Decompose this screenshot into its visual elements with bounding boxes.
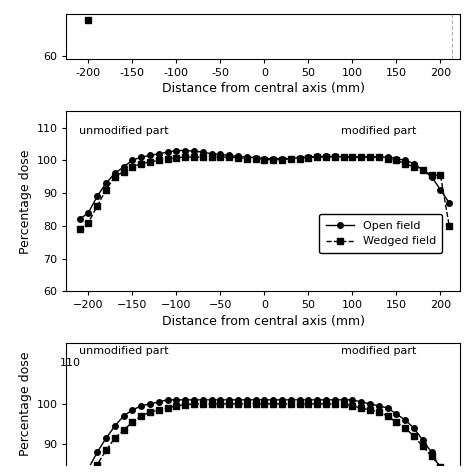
Wedged field xyxy=(323,154,329,160)
Text: unmodified part: unmodified part xyxy=(79,126,168,136)
Open field xyxy=(85,210,91,216)
Wedged field xyxy=(129,164,135,170)
Open field xyxy=(349,154,355,160)
Line: Wedged field: Wedged field xyxy=(77,154,452,232)
Wedged field xyxy=(156,157,162,163)
Line: Open field: Open field xyxy=(77,148,452,222)
Wedged field xyxy=(297,156,302,162)
Open field xyxy=(138,154,144,160)
Open field xyxy=(323,154,329,159)
Open field xyxy=(262,156,267,162)
X-axis label: Distance from central axis (mm): Distance from central axis (mm) xyxy=(162,315,365,328)
Wedged field xyxy=(77,226,82,232)
Wedged field xyxy=(358,154,364,160)
Open field xyxy=(103,181,109,186)
Open field xyxy=(94,193,100,199)
Wedged field xyxy=(121,169,127,174)
Open field xyxy=(165,149,171,155)
Open field xyxy=(182,148,188,154)
Open field xyxy=(121,164,127,170)
Open field xyxy=(270,156,276,162)
Open field xyxy=(402,157,408,163)
Text: 110: 110 xyxy=(60,358,81,368)
Text: modified part: modified part xyxy=(341,346,417,356)
Open field xyxy=(253,155,258,161)
Wedged field xyxy=(94,203,100,209)
Wedged field xyxy=(227,154,232,160)
Open field xyxy=(306,154,311,160)
Wedged field xyxy=(253,156,258,162)
Open field xyxy=(77,217,82,222)
Open field xyxy=(288,156,293,162)
Open field xyxy=(209,151,214,156)
Wedged field xyxy=(191,154,197,160)
Open field xyxy=(227,153,232,158)
Wedged field xyxy=(411,164,417,170)
Wedged field xyxy=(218,154,223,160)
Open field xyxy=(420,167,426,173)
Text: modified part: modified part xyxy=(341,126,417,136)
Wedged field xyxy=(279,157,285,163)
Open field xyxy=(358,154,364,160)
Wedged field xyxy=(270,157,276,163)
Open field xyxy=(156,151,162,156)
Wedged field xyxy=(332,154,337,160)
Open field xyxy=(173,148,179,154)
Wedged field xyxy=(200,154,206,160)
Open field xyxy=(385,154,391,160)
Open field xyxy=(429,174,435,180)
Open field xyxy=(341,154,346,160)
Legend: Open field, Wedged field: Open field, Wedged field xyxy=(319,214,442,253)
Wedged field xyxy=(447,223,452,228)
Wedged field xyxy=(112,174,118,180)
Wedged field xyxy=(138,161,144,166)
Wedged field xyxy=(244,156,250,162)
Open field xyxy=(112,171,118,176)
Wedged field xyxy=(262,157,267,163)
Wedged field xyxy=(147,159,153,165)
Wedged field xyxy=(103,187,109,192)
Open field xyxy=(244,154,250,160)
Wedged field xyxy=(209,154,214,160)
Wedged field xyxy=(429,172,435,178)
Wedged field xyxy=(173,155,179,161)
Open field xyxy=(332,154,337,159)
Open field xyxy=(297,155,302,161)
Open field xyxy=(235,154,241,159)
Wedged field xyxy=(349,154,355,160)
Wedged field xyxy=(367,154,373,160)
Wedged field xyxy=(376,154,382,160)
Open field xyxy=(200,149,206,155)
Open field xyxy=(447,200,452,206)
Open field xyxy=(376,154,382,160)
Open field xyxy=(147,153,153,158)
Wedged field xyxy=(235,155,241,161)
Open field xyxy=(279,156,285,162)
Wedged field xyxy=(420,167,426,173)
Open field xyxy=(438,187,443,192)
Wedged field xyxy=(341,154,346,160)
Open field xyxy=(129,157,135,163)
Wedged field xyxy=(85,220,91,226)
Wedged field xyxy=(314,154,320,160)
Open field xyxy=(191,148,197,154)
Y-axis label: Percentage dose: Percentage dose xyxy=(19,149,32,254)
Wedged field xyxy=(288,156,293,162)
Wedged field xyxy=(182,154,188,160)
Open field xyxy=(367,154,373,160)
Open field xyxy=(314,154,320,159)
Open field xyxy=(393,156,399,162)
Open field xyxy=(218,152,223,157)
Wedged field xyxy=(393,157,399,163)
Wedged field xyxy=(385,156,391,162)
Wedged field xyxy=(306,155,311,161)
Wedged field xyxy=(165,156,171,162)
Y-axis label: Percentage dose: Percentage dose xyxy=(19,352,32,456)
Wedged field xyxy=(438,172,443,178)
X-axis label: Distance from central axis (mm): Distance from central axis (mm) xyxy=(162,82,365,95)
Text: unmodified part: unmodified part xyxy=(79,346,168,356)
Wedged field xyxy=(402,161,408,166)
Open field xyxy=(411,161,417,166)
